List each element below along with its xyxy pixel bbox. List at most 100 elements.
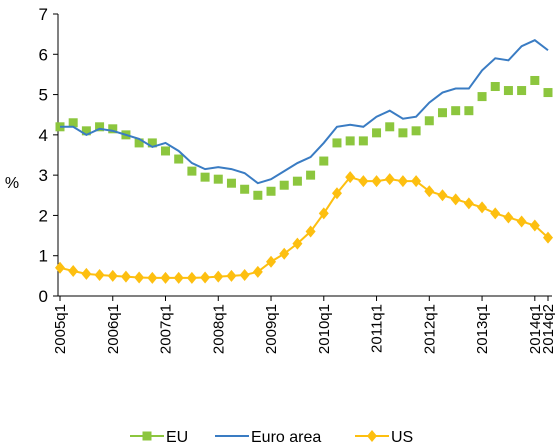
point [55,261,65,274]
point [517,86,527,96]
point [397,175,408,188]
x-tick-label: 2008q1 [210,304,227,354]
point [173,271,184,284]
point [503,86,513,96]
point [372,128,382,138]
x-tick-label: 2014q1 [527,304,544,354]
point [120,270,131,283]
point [529,219,540,232]
point [398,128,408,138]
point [95,122,105,132]
point [160,271,171,284]
series-line [59,176,549,279]
legend-label: US [391,429,413,446]
legend-label: Euro area [251,429,321,446]
point [292,176,302,186]
x-tick-label: 2010q1 [316,304,333,354]
point [134,271,145,284]
point [411,126,421,136]
x-tick-label: 2006q1 [105,304,122,354]
point [437,189,448,202]
point [318,207,329,220]
point [424,185,435,198]
point [174,154,184,164]
point [332,138,342,148]
point [345,171,356,184]
point [81,126,91,136]
point [147,138,157,148]
point [147,271,158,284]
point [253,190,263,200]
point [450,193,461,206]
point [266,255,277,268]
point [108,124,118,134]
point [358,136,368,146]
point [451,106,461,116]
point [516,215,527,228]
point [200,271,211,284]
point [240,184,250,194]
y-tick-label: 7 [39,5,48,24]
point [68,118,78,128]
legend-marker [367,430,377,442]
y-tick-label: 0 [39,287,48,306]
point [463,197,474,210]
legend-label: EU [166,429,188,446]
point [543,88,553,98]
y-tick-label: 2 [39,206,48,225]
point [503,211,514,224]
point [213,174,223,184]
point [530,75,540,85]
point [371,175,382,188]
point [107,269,118,282]
point [477,92,487,102]
point [384,173,395,186]
y-axis-label: % [5,175,19,192]
point [213,270,224,283]
y-tick-label: 3 [39,166,48,185]
x-tick-label: 2007q1 [158,304,175,354]
point [200,172,210,182]
point [187,166,197,176]
point [319,156,329,166]
point [543,231,553,244]
point [186,271,197,284]
point [161,146,171,156]
point [81,267,92,280]
point [385,122,395,132]
point [305,225,316,238]
point [266,186,276,196]
point [345,136,355,146]
point [226,178,236,188]
point [437,108,447,118]
point [490,207,501,220]
x-tick-label: 2012q1 [421,304,438,354]
point [94,269,105,282]
point [477,201,488,214]
point [490,82,500,92]
point [292,237,303,250]
x-tick-label: 2014q2 [540,304,555,354]
x-tick-label: 2005q1 [52,304,69,354]
point [306,170,316,180]
point [134,138,144,148]
legend-marker [142,431,152,441]
point [464,106,474,116]
point [424,116,434,126]
point [358,175,369,188]
series-line [60,39,549,185]
point [279,180,289,190]
y-tick-label: 6 [39,45,48,64]
x-tick-label: 2013q1 [474,304,491,354]
y-tick-label: 5 [39,86,48,105]
point [411,175,422,188]
point [331,187,342,200]
point [68,265,79,278]
point [226,269,237,282]
x-tick-label: 2009q1 [263,304,280,354]
x-tick-label: 2011q1 [369,304,386,353]
point [252,265,263,278]
point [239,269,250,282]
y-tick-label: 4 [39,126,48,145]
